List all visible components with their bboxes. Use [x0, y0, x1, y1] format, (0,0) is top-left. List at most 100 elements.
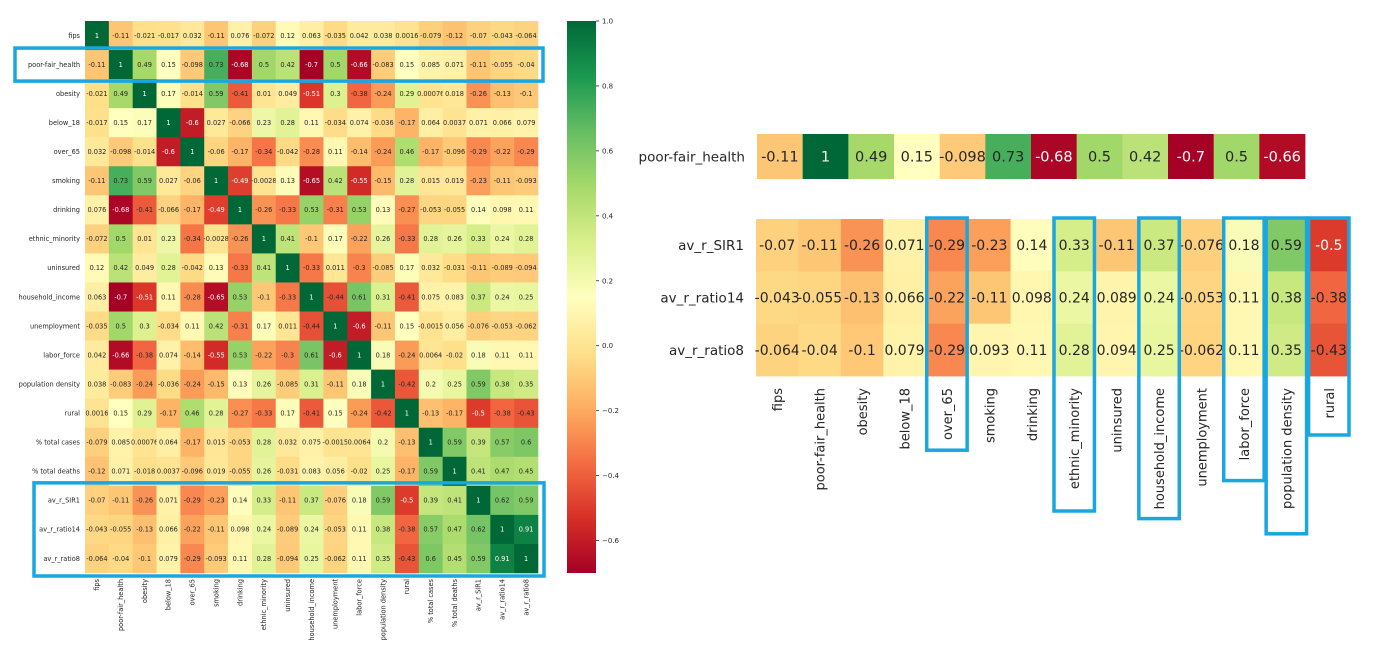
cell-value-label: -0.28 [184, 293, 201, 301]
heatmap-cell [466, 369, 491, 399]
cell-value-label: -0.072 [253, 32, 274, 40]
cell-value-label: 0.063 [302, 32, 321, 40]
strip-row-label: poor-fair_health [639, 150, 745, 166]
crop-cell-value: 0.071 [884, 238, 924, 254]
heatmap-cell [394, 340, 420, 370]
heatmap-cell [156, 253, 181, 283]
cell-value-label: 0.15 [113, 410, 128, 418]
cell-value-label: -0.33 [279, 206, 296, 214]
strip-cell-value: -0.7 [1177, 150, 1205, 166]
heatmap-cell [228, 282, 253, 312]
crop-column-label-drinking: drinking [1026, 388, 1041, 441]
heatmap-cell [156, 79, 181, 109]
heatmap-cell [371, 398, 396, 429]
cell-value-label: 0.15 [161, 61, 176, 69]
cell-value-label: 0.25 [447, 380, 462, 388]
column-label-drinking: drinking [236, 579, 244, 606]
heatmap-cell [514, 166, 539, 196]
heatmap-cell [323, 253, 348, 283]
heatmap-cell [394, 253, 420, 283]
heatmap-cell [299, 21, 324, 51]
cell-value-label: 1 [333, 322, 337, 330]
cell-value-label: 0.23 [256, 119, 271, 127]
crop-cell-value: -0.064 [755, 343, 800, 359]
cell-value-label: -0.098 [110, 148, 131, 156]
cell-value-label: -0.29 [470, 148, 487, 156]
crop-cell-value: 0.25 [1143, 343, 1174, 359]
cell-value-label: 0.11 [233, 555, 248, 563]
heatmap-cell [418, 485, 443, 516]
row-label-over-65: over_65 [54, 148, 80, 156]
cell-value-label: 0.28 [256, 439, 271, 447]
crop-cell [756, 271, 799, 325]
crop-cell-value: 0.24 [1059, 291, 1090, 307]
cell-value-label: -0.6 [329, 351, 342, 359]
heatmap-cell [275, 253, 300, 283]
heatmap-cell [442, 311, 467, 341]
crop-column-label-below-18: below_18 [899, 388, 914, 450]
cell-value-label: -0.053 [229, 439, 250, 447]
strip-cell [894, 134, 941, 179]
cell-value-label: -0.11 [112, 497, 129, 505]
row-label-total-cases: % total cases [36, 439, 81, 447]
crop-cell-value: 0.098 [1012, 291, 1052, 307]
heatmap-cell [418, 543, 443, 574]
cell-value-label: 1 [500, 526, 504, 534]
crop-cell-value: -0.11 [971, 291, 1007, 307]
crop-cell [1095, 271, 1139, 325]
highlight-box-poor-fair-health [13, 46, 545, 83]
heatmap-cell [394, 79, 420, 109]
heatmap-cell [442, 21, 467, 51]
heatmap-cell [371, 166, 396, 196]
cell-value-label: 0.37 [471, 293, 486, 301]
heatmap-cell [156, 282, 181, 312]
heatmap-cell [85, 311, 110, 341]
heatmap-cell [323, 543, 348, 574]
heatmap-cell [323, 485, 348, 516]
cell-value-label: -0.17 [446, 410, 463, 418]
highlight-box-rural [1306, 216, 1351, 437]
heatmap-cell [514, 282, 539, 312]
heatmap-cell [299, 79, 324, 109]
cell-value-label: -0.083 [372, 61, 393, 69]
cell-value-label: 0.25 [304, 555, 319, 563]
crop-cell-value: 0.11 [1228, 291, 1259, 307]
row-label-av-r-sir1: av_r_SIR1 [48, 497, 80, 505]
cell-value-label: 0.18 [352, 380, 367, 388]
cell-value-label: -0.49 [208, 206, 225, 214]
cell-value-label: 0.027 [207, 119, 226, 127]
cell-value-label: 0.083 [445, 293, 464, 301]
cell-value-label: -0.096 [444, 148, 465, 156]
cell-value-label: 0.0016 [395, 32, 418, 40]
strip-cell [1259, 134, 1306, 179]
row-label-population-density: population density [19, 380, 80, 388]
heatmap-cell [466, 137, 491, 167]
heatmap-cell [228, 21, 253, 51]
heatmap-cell [299, 224, 324, 254]
cell-value-label: 0.57 [495, 439, 510, 447]
cell-value-label: -0.053 [420, 206, 441, 214]
heatmap-cell [275, 137, 300, 167]
heatmap-cell [371, 311, 396, 341]
heatmap-cell [347, 166, 372, 196]
cell-value-label: -0.098 [182, 61, 203, 69]
heatmap-cell [347, 21, 372, 51]
cell-value-label: 0.35 [519, 380, 534, 388]
heatmap-cell [132, 108, 157, 138]
cell-value-label: 0.61 [352, 293, 367, 301]
heatmap-cell [156, 21, 181, 51]
heatmap-cell [490, 79, 515, 109]
cell-value-label: 0.13 [209, 264, 224, 272]
heatmap-cell [371, 543, 396, 574]
heatmap-cell [490, 514, 515, 545]
cell-value-label: 0.079 [517, 119, 536, 127]
heatmap-cell [394, 21, 420, 51]
cell-value-label: -0.44 [327, 293, 344, 301]
heatmap-cell [132, 224, 157, 254]
cell-value-label: -0.24 [374, 90, 391, 98]
cell-value-label: 0.015 [207, 439, 226, 447]
cell-value-label: -0.079 [86, 439, 107, 447]
heatmap-cell [514, 50, 539, 80]
cell-value-label: 0.011 [278, 322, 297, 330]
cell-value-label: 1 [405, 410, 409, 418]
